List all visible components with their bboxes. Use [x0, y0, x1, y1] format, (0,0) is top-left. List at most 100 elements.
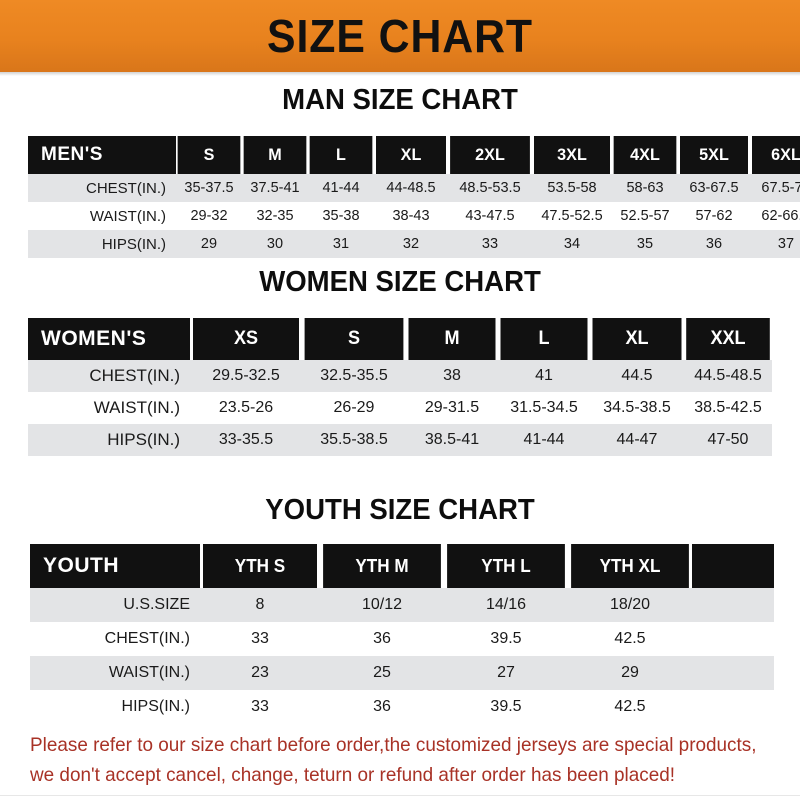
table-row: HIPS(IN.) 29 30 31 32 33 34 35 36 37 [28, 230, 800, 258]
men-col-5: 3XL [534, 136, 610, 174]
men-col-3: XL [375, 136, 447, 174]
men-row-2-cell-1: 30 [242, 230, 308, 258]
men-row-2-cell-0: 29 [176, 230, 242, 258]
women-col-0: XS [192, 318, 300, 360]
men-row-2-cell-7: 36 [678, 230, 750, 258]
youth-row-2-cell-2: 27 [444, 656, 568, 690]
bottom-divider [0, 795, 800, 796]
women-row-0-cell-2: 38 [406, 360, 498, 392]
men-col-7: 5XL [679, 136, 749, 174]
women-col-3: L [500, 318, 588, 360]
men-row-0-cell-1: 37.5-41 [242, 174, 308, 202]
men-row-0-cell-4: 48.5-53.5 [448, 174, 532, 202]
men-col-0: S [177, 136, 241, 174]
women-col-1: S [304, 318, 404, 360]
youth-col-3: YTH XL [571, 544, 689, 588]
men-row-2-cell-3: 32 [374, 230, 448, 258]
men-row-1-cell-3: 38-43 [374, 202, 448, 230]
men-row-0-cell-6: 58-63 [612, 174, 678, 202]
men-row-1-cell-8: 62-66.5 [750, 202, 800, 230]
section-title-youth: YOUTH SIZE CHART [265, 494, 535, 526]
men-size-table: MEN'S S M L XL 2XL 3XL 4XL 5XL 6XL CHEST… [28, 136, 800, 258]
footer-line-2: we don't accept cancel, change, teturn o… [30, 764, 676, 786]
youth-row-3-label: HIPS(IN.) [30, 690, 200, 724]
section-title-women: WOMEN SIZE CHART [259, 266, 541, 298]
women-row-0-cell-1: 32.5-35.5 [302, 360, 406, 392]
women-row-1-cell-4: 34.5-38.5 [590, 392, 684, 424]
women-row-2-cell-1: 35.5-38.5 [302, 424, 406, 456]
women-row-0-cell-4: 44.5 [590, 360, 684, 392]
women-size-table: WOMEN'S XS S M L XL XXL CHEST(IN.) 29.5-… [28, 318, 772, 456]
youth-col-spacer [692, 544, 774, 588]
men-row-0-cell-7: 63-67.5 [678, 174, 750, 202]
women-row-0-label: CHEST(IN.) [28, 360, 190, 392]
youth-col-2: YTH L [447, 544, 565, 588]
youth-row-0-spacer [692, 588, 774, 622]
men-row-2-cell-2: 31 [308, 230, 374, 258]
men-row-1-cell-6: 52.5-57 [612, 202, 678, 230]
table-row: CHEST(IN.) 35-37.5 37.5-41 41-44 44-48.5… [28, 174, 800, 202]
women-row-2-cell-0: 33-35.5 [190, 424, 302, 456]
women-header-row: WOMEN'S XS S M L XL XXL [28, 318, 772, 360]
youth-row-1-cell-3: 42.5 [568, 622, 692, 656]
banner-shadow [0, 72, 800, 76]
youth-row-1-spacer [692, 622, 774, 656]
youth-row-2-cell-0: 23 [200, 656, 320, 690]
men-row-2-label: HIPS(IN.) [28, 230, 176, 258]
men-col-2: L [309, 136, 373, 174]
women-row-2-cell-3: 41-44 [498, 424, 590, 456]
women-row-2-cell-5: 47-50 [684, 424, 772, 456]
table-row: CHEST(IN.) 33 36 39.5 42.5 [30, 622, 774, 656]
table-row: WAIST(IN.) 29-32 32-35 35-38 38-43 43-47… [28, 202, 800, 230]
youth-row-3-spacer [692, 690, 774, 724]
men-row-0-cell-0: 35-37.5 [176, 174, 242, 202]
youth-row-0-cell-3: 18/20 [568, 588, 692, 622]
women-row-1-cell-5: 38.5-42.5 [684, 392, 772, 424]
table-row: CHEST(IN.) 29.5-32.5 32.5-35.5 38 41 44.… [28, 360, 772, 392]
youth-row-2-label: WAIST(IN.) [30, 656, 200, 690]
youth-row-3-cell-3: 42.5 [568, 690, 692, 724]
women-col-2: M [408, 318, 496, 360]
men-col-8: 6XL [751, 136, 800, 174]
men-row-1-cell-5: 47.5-52.5 [532, 202, 612, 230]
youth-row-3-cell-0: 33 [200, 690, 320, 724]
youth-row-0-label: U.S.SIZE [30, 588, 200, 622]
women-col-4: XL [592, 318, 682, 360]
men-row-0-cell-5: 53.5-58 [532, 174, 612, 202]
women-row-1-cell-0: 23.5-26 [190, 392, 302, 424]
youth-row-1-label: CHEST(IN.) [30, 622, 200, 656]
table-row: WAIST(IN.) 23 25 27 29 [30, 656, 774, 690]
men-row-1-cell-0: 29-32 [176, 202, 242, 230]
youth-row-0-cell-1: 10/12 [320, 588, 444, 622]
men-row-0-label: CHEST(IN.) [28, 174, 176, 202]
youth-row-0-cell-0: 8 [200, 588, 320, 622]
women-row-0-cell-5: 44.5-48.5 [684, 360, 772, 392]
men-col-6: 4XL [613, 136, 677, 174]
footer-disclaimer: Please refer to our size chart before or… [30, 730, 757, 790]
women-row-2-cell-4: 44-47 [590, 424, 684, 456]
youth-row-2-cell-1: 25 [320, 656, 444, 690]
men-col-1: M [243, 136, 307, 174]
men-row-0-cell-3: 44-48.5 [374, 174, 448, 202]
women-row-1-cell-2: 29-31.5 [406, 392, 498, 424]
men-row-1-cell-2: 35-38 [308, 202, 374, 230]
women-row-2-cell-2: 38.5-41 [406, 424, 498, 456]
men-rowhead-label: MEN'S [28, 136, 176, 174]
youth-row-3-cell-1: 36 [320, 690, 444, 724]
youth-row-1-cell-0: 33 [200, 622, 320, 656]
youth-row-3-cell-2: 39.5 [444, 690, 568, 724]
youth-row-0-cell-2: 14/16 [444, 588, 568, 622]
women-row-1-label: WAIST(IN.) [28, 392, 190, 424]
youth-row-1-cell-1: 36 [320, 622, 444, 656]
men-row-1-cell-4: 43-47.5 [448, 202, 532, 230]
men-row-1-label: WAIST(IN.) [28, 202, 176, 230]
women-row-0-cell-3: 41 [498, 360, 590, 392]
footer-line-1: Please refer to our size chart before or… [30, 734, 757, 756]
men-row-1-cell-7: 57-62 [678, 202, 750, 230]
youth-row-2-cell-3: 29 [568, 656, 692, 690]
men-row-1-cell-1: 32-35 [242, 202, 308, 230]
youth-rowhead-label: YOUTH [30, 544, 200, 588]
table-row: U.S.SIZE 8 10/12 14/16 18/20 [30, 588, 774, 622]
page-title: SIZE CHART [267, 10, 533, 62]
